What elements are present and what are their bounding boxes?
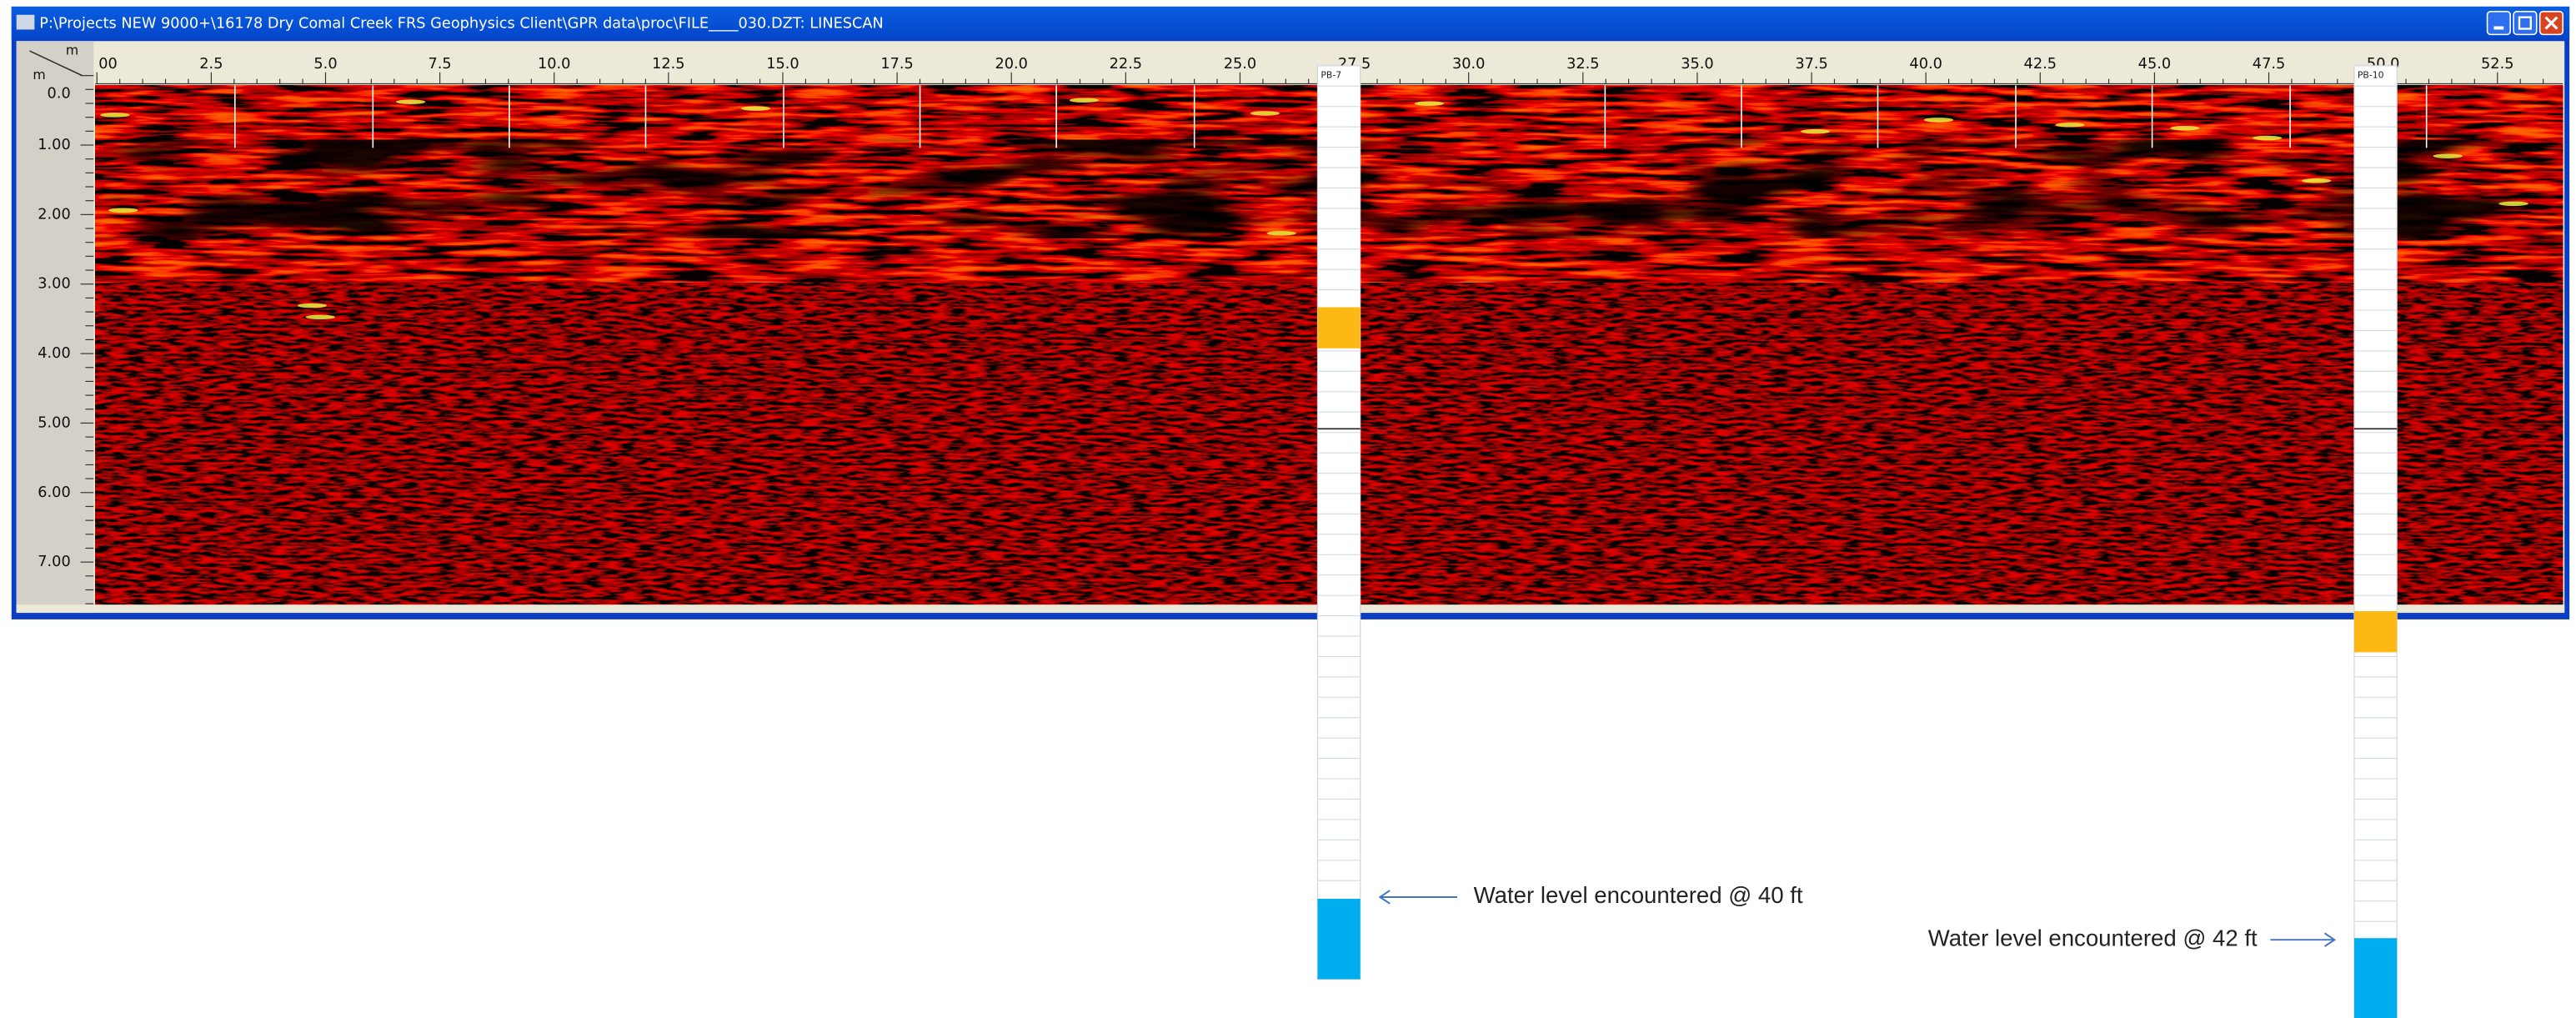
depth-ruler xyxy=(17,41,94,613)
borehole-label: PB-10 xyxy=(2358,70,2384,81)
reflector-highlight xyxy=(741,106,770,111)
x-tick-label: 35.0 xyxy=(1681,56,1713,73)
y-unit: m xyxy=(33,67,45,83)
x-tick-label: 7.5 xyxy=(428,56,452,73)
reflector-highlight xyxy=(1266,231,1296,236)
x-tick-label: 17.5 xyxy=(880,56,913,73)
borehole-pb10: PB-10 xyxy=(2354,66,2397,1018)
reflector-highlight xyxy=(298,303,327,308)
reflector-highlight xyxy=(2433,153,2463,158)
annotation-40ft: Water level encountered @ 40 ft xyxy=(1474,882,1803,908)
y-tick-label: 5.00 xyxy=(38,414,70,431)
borehole-label: PB-7 xyxy=(1321,70,1341,81)
page: {"window": {"title": "P:\\Projects NEW 9… xyxy=(0,0,2576,1018)
x-tick-label: 2.5 xyxy=(199,56,223,73)
reflector-highlight xyxy=(2055,123,2084,128)
y-tick-label: 7.00 xyxy=(38,554,70,570)
x-tick-label: 00 xyxy=(98,56,118,73)
reflector-highlight xyxy=(2253,136,2282,141)
x-tick-label: 40.0 xyxy=(1909,56,1942,73)
reflector-highlight xyxy=(396,99,425,104)
x-tick-label: 10.0 xyxy=(538,56,570,73)
reflector-highlight xyxy=(1415,101,1444,106)
minimize-button[interactable] xyxy=(2488,12,2511,35)
reflector-highlight xyxy=(1250,111,1280,116)
x-tick-label: 12.5 xyxy=(652,56,684,73)
borehole-orange-layer xyxy=(1317,308,1360,349)
bottom-strip xyxy=(17,604,2564,613)
y-tick-label: 0.0 xyxy=(48,85,71,102)
y-tick-label: 1.00 xyxy=(38,137,70,153)
reflector-highlight xyxy=(1801,129,1830,134)
reflector-highlight xyxy=(108,208,138,213)
borehole-pb7: PB-7 xyxy=(1317,66,1360,980)
window-buttons[interactable] xyxy=(2488,12,2563,35)
app-icon xyxy=(17,15,35,30)
y-tick-label: 4.00 xyxy=(38,345,70,362)
reflector-highlight xyxy=(306,315,335,320)
x-tick-label: 5.0 xyxy=(313,56,337,73)
window-title: P:\Projects NEW 9000+\16178 Dry Comal Cr… xyxy=(39,16,883,33)
reflector-highlight xyxy=(1924,118,1953,123)
x-tick-label: 32.5 xyxy=(1566,56,1599,73)
x-tick-label: 25.0 xyxy=(1224,56,1256,73)
maximize-button[interactable] xyxy=(2513,12,2537,35)
x-tick-label: 42.5 xyxy=(2024,56,2057,73)
y-tick-label: 3.00 xyxy=(38,276,70,293)
x-tick-label: 52.5 xyxy=(2481,56,2513,73)
x-tick-label: 47.5 xyxy=(2253,56,2285,73)
reflector-highlight xyxy=(2498,202,2528,207)
reflector-highlight xyxy=(2302,178,2331,183)
borehole-orange-layer xyxy=(2354,611,2397,652)
annotation-42ft: Water level encountered @ 42 ft xyxy=(1928,925,2258,950)
screenshot: P:\Projects NEW 9000+\16178 Dry Comal Cr… xyxy=(0,0,2576,1018)
y-tick-label: 2.00 xyxy=(38,206,70,223)
reflector-highlight xyxy=(100,113,129,118)
x-tick-label: 20.0 xyxy=(995,56,1027,73)
borehole-water xyxy=(2354,938,2397,1018)
reflector-highlight xyxy=(2170,126,2199,131)
x-tick-label: 22.5 xyxy=(1110,56,1142,73)
borehole-column xyxy=(1317,66,1360,980)
x-unit: m xyxy=(66,43,78,58)
reflector-highlight xyxy=(1070,98,1099,103)
x-tick-label: 37.5 xyxy=(1795,56,1827,73)
x-tick-label: 15.0 xyxy=(766,56,799,73)
minimize-glyph xyxy=(2493,27,2503,30)
borehole-water xyxy=(1317,899,1360,980)
y-tick-label: 6.00 xyxy=(38,484,70,501)
x-tick-label: 45.0 xyxy=(2138,56,2171,73)
x-tick-label: 30.0 xyxy=(1452,56,1485,73)
